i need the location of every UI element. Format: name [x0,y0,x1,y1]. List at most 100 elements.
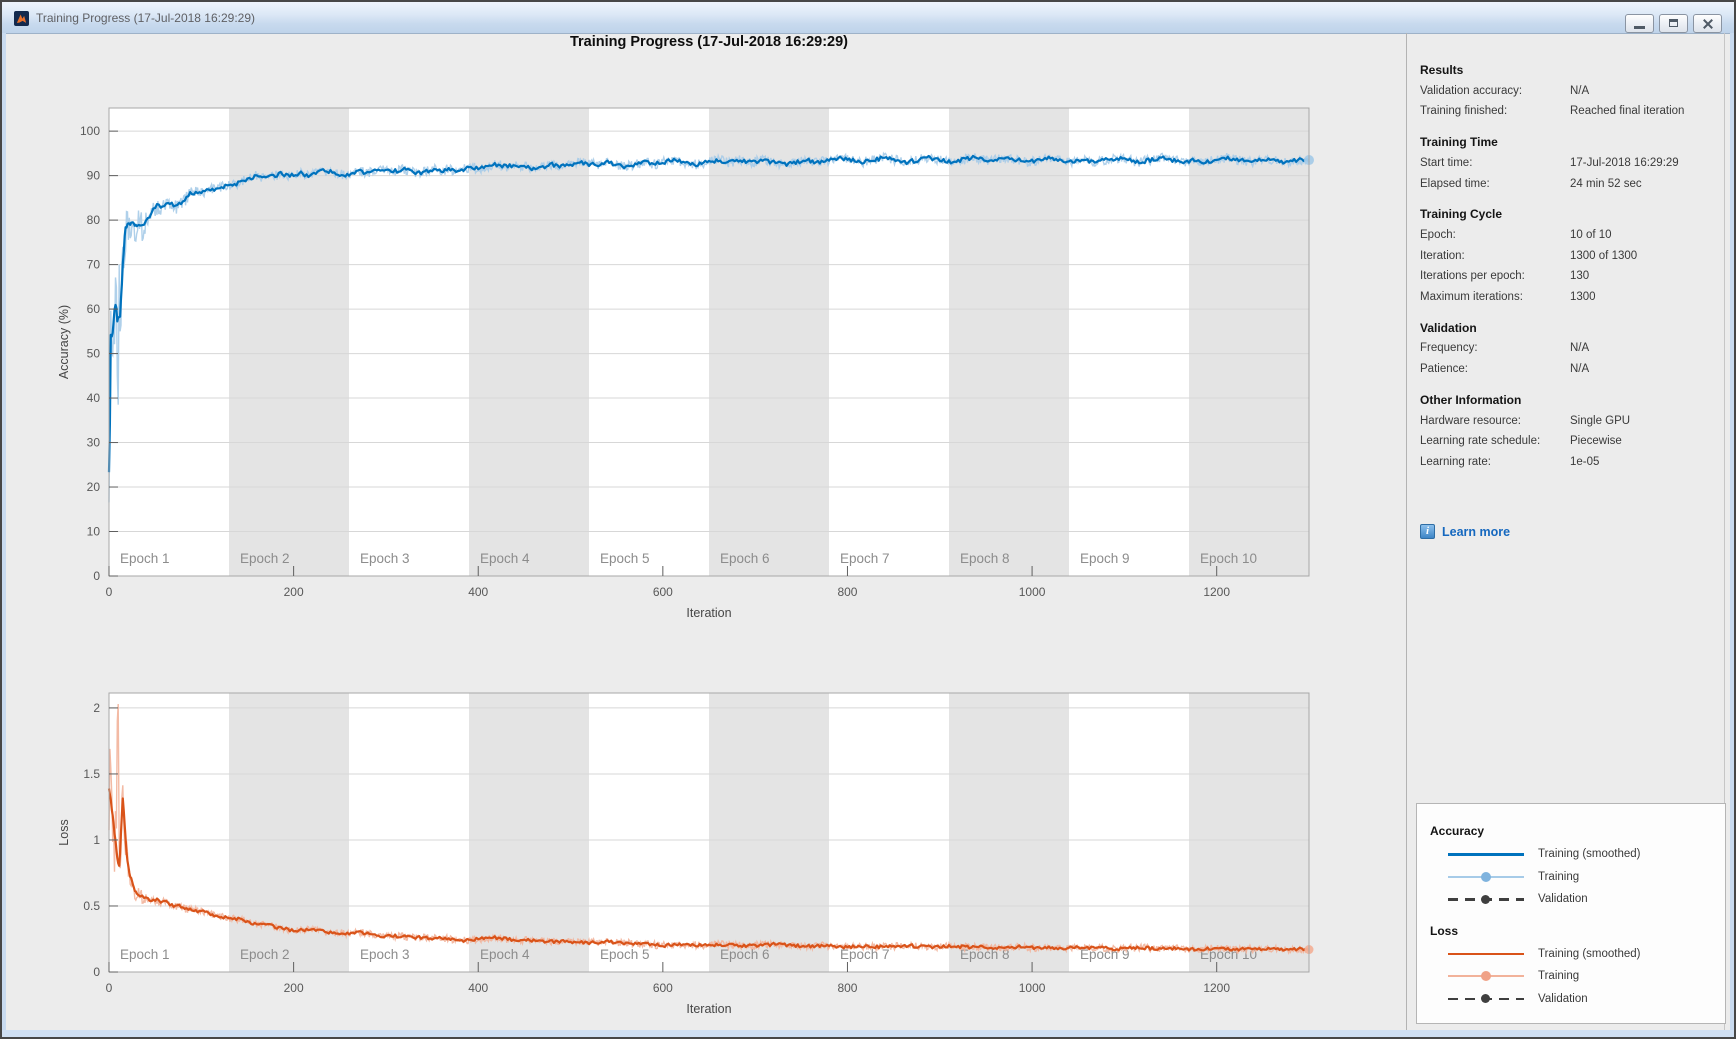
panel-row: Hardware resource: Single GPU [1420,411,1724,432]
panel-row-label: Iteration: [1420,249,1465,262]
learn-more-label: Learn more [1442,524,1511,539]
legend-group: Accuracy Training (smoothed) Training Va… [1430,822,1725,911]
legend-group: Loss Training (smoothed) Training Valida… [1430,922,1725,1011]
panel-row: Learning rate: 1e-05 [1420,452,1724,473]
window-frame-left [2,33,6,1030]
info-icon: i [1420,524,1435,539]
legend-item-label: Training (smoothed) [1538,848,1641,861]
panel-row-value: N/A [1570,84,1590,97]
panel-row: Training finished: Reached final iterati… [1420,101,1724,122]
legend-item[interactable]: Training [1430,965,1725,988]
panel-row-label: Training finished: [1420,105,1508,118]
window-controls [1625,14,1722,33]
legend-swatch [1448,871,1524,882]
panel-row-label: Epoch: [1420,228,1456,241]
panel-row: Maximum iterations: 1300 [1420,287,1724,308]
panel-row-value: Piecewise [1570,435,1622,448]
panel-section: Validation Frequency: N/A Patience: N/A [1420,318,1724,380]
panel-row-label: Hardware resource: [1420,414,1521,427]
panel-row-label: Start time: [1420,156,1473,169]
panel-row-value: N/A [1570,363,1590,376]
panel-row: Patience: N/A [1420,359,1724,380]
panel-row: Validation accuracy: N/A [1420,81,1724,102]
panel-row-label: Learning rate schedule: [1420,435,1541,448]
panel-row-value: 24 min 52 sec [1570,177,1642,190]
legend-swatch [1448,971,1524,982]
legend-swatch [1448,949,1524,959]
panel-row-value: 1300 [1570,291,1596,304]
legend-item[interactable]: Training (smoothed) [1430,943,1725,966]
panel-section-header: Results [1420,63,1464,77]
panel-row-value: Single GPU [1570,414,1631,427]
window-title: Training Progress (17-Jul-2018 16:29:29) [36,11,256,25]
legend-group-title: Accuracy [1430,824,1485,838]
restore-icon [1669,19,1678,27]
info-panel: Results Validation accuracy: N/A Trainin… [1407,33,1724,473]
panel-row-label: Iterations per epoch: [1420,270,1525,283]
panel-row: Iterations per epoch: 130 [1420,266,1724,287]
matlab-logo-shape [16,14,27,23]
legend-swatch [1448,849,1524,859]
panel-row: Learning rate schedule: Piecewise [1420,431,1724,452]
legend-swatch [1448,894,1524,904]
minimize-button[interactable] [1625,14,1654,33]
panel-right-border [1724,33,1725,1030]
legend-marker-dot [1481,994,1490,1004]
panel-row-value: 130 [1570,270,1590,283]
panel-row-label: Patience: [1420,363,1468,376]
legend-item-label: Training [1538,870,1580,883]
legend-item[interactable]: Training (smoothed) [1430,843,1725,866]
panel-row: Frequency: N/A [1420,338,1724,359]
legend-line [1448,952,1524,956]
panel-row: Iteration: 1300 of 1300 [1420,246,1724,267]
legend-marker-dot [1481,971,1491,982]
legend-line [1448,853,1524,856]
legend-marker-dot [1481,871,1491,882]
panel-row: Start time: 17-Jul-2018 16:29:29 [1420,153,1724,174]
panel-section: Results Validation accuracy: N/A Trainin… [1420,60,1724,122]
legend-item-label: Training [1538,970,1580,983]
panel-row: Elapsed time: 24 min 52 sec [1420,174,1724,195]
panel-row-label: Elapsed time: [1420,177,1490,190]
panel-row-value: Reached final iteration [1570,105,1685,118]
matlab-icon [14,11,29,26]
panel-row-value: 1e-05 [1570,455,1600,468]
minimize-icon [1634,26,1645,29]
panel-row-value: N/A [1570,342,1590,355]
panel-row: Epoch: 10 of 10 [1420,225,1724,246]
legend-item[interactable]: Training [1430,866,1725,889]
legend-item-label: Training (smoothed) [1538,947,1641,960]
window-titlebar[interactable]: Training Progress (17-Jul-2018 16:29:29) [2,2,1734,34]
legend-item[interactable]: Validation [1430,988,1725,1011]
panel-row-label: Frequency: [1420,342,1478,355]
panel-section-header: Other Information [1420,392,1522,407]
panel-section: Training Time Start time: 17-Jul-2018 16… [1420,132,1724,194]
legend-item[interactable]: Validation [1430,888,1725,911]
legend-gap [1430,911,1725,922]
learn-more-link[interactable]: i Learn more [1420,524,1510,539]
panel-section: Training Cycle Epoch: 10 of 10 Iteration… [1420,204,1724,308]
panel-row-label: Learning rate: [1420,455,1491,468]
restore-button[interactable] [1659,14,1688,33]
panel-row-label: Maximum iterations: [1420,291,1523,304]
panel-section-header: Validation [1420,320,1477,335]
panel-row-value: 17-Jul-2018 16:29:29 [1570,156,1679,169]
legend-group-title: Loss [1430,923,1459,938]
legend-panel: Accuracy Training (smoothed) Training Va… [1416,803,1726,1024]
window-frame-bottom [2,1030,1734,1037]
legend-swatch [1448,994,1524,1004]
panel-section-header: Training Cycle [1420,207,1503,222]
legend-marker-dot [1481,894,1490,904]
panel-section: Other Information Hardware resource: Sin… [1420,390,1724,473]
panel-row-label: Validation accuracy: [1420,84,1523,97]
panel-row-value: 1300 of 1300 [1570,249,1638,262]
panel-row-value: 10 of 10 [1570,228,1612,241]
window-frame-right [1730,33,1734,1030]
panel-divider [1406,33,1407,1030]
legend-item-label: Validation [1538,893,1588,906]
legend-item-label: Validation [1538,992,1588,1005]
panel-section-header: Training Time [1420,135,1498,150]
chart-title: Training Progress (17-Jul-2018 16:29:29) [569,34,849,50]
close-button[interactable] [1693,14,1722,33]
